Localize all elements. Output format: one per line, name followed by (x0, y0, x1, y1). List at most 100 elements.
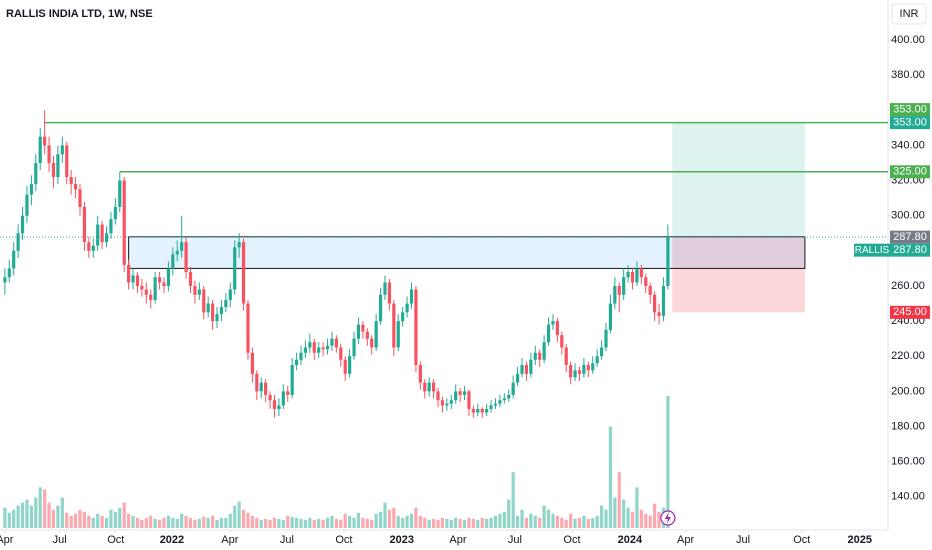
candle-body (7, 268, 11, 278)
price-label: 287.80 (893, 231, 927, 243)
candle-body (272, 400, 277, 409)
volume-bar (118, 507, 122, 528)
candle-body (546, 324, 551, 343)
candle-body (127, 264, 131, 283)
candle-body (325, 345, 330, 350)
currency-box[interactable] (891, 3, 927, 25)
volume-bar (277, 518, 281, 528)
volume-bar (197, 518, 201, 528)
y-tick-label: 400.00 (891, 34, 925, 46)
candle-body (193, 285, 197, 295)
candle-body (109, 219, 113, 234)
stop-area (672, 237, 805, 313)
volume-bar (639, 509, 643, 528)
price-label-bg (890, 103, 930, 117)
price-label-bg (890, 305, 930, 319)
currency[interactable]: INR (900, 8, 919, 20)
price-label: 325.00 (893, 166, 927, 178)
volume-bar (334, 518, 338, 528)
volume-bar (440, 517, 445, 528)
volume-bar (7, 512, 11, 528)
volume-bar (299, 518, 303, 528)
volume-bar (206, 517, 210, 528)
candle-body (140, 285, 144, 290)
candle-body (255, 373, 259, 392)
candle-body (299, 352, 303, 360)
candle-body (657, 312, 661, 316)
volume-bar (462, 519, 467, 528)
price-label-bg (890, 116, 930, 130)
volume-bar (427, 519, 431, 528)
volume-bar (281, 519, 285, 528)
x-tick-label: Apr (0, 534, 14, 546)
candle-body (653, 294, 657, 313)
volume-bar (171, 517, 175, 528)
candle-body (290, 365, 294, 395)
candle-body (524, 365, 529, 374)
volume-bar (202, 516, 206, 528)
volume-bar (622, 499, 626, 528)
candle-body (489, 405, 493, 409)
candle-body (423, 382, 427, 392)
volume-bar (82, 511, 87, 528)
volume-bar (414, 507, 418, 528)
volume-bar (577, 517, 582, 528)
candle-body (356, 324, 361, 339)
candle-body (149, 294, 153, 301)
candle-body (277, 405, 281, 409)
candle-body (38, 136, 42, 164)
candle-body (330, 338, 334, 346)
volume-bar (87, 515, 91, 528)
volume-bar (122, 502, 126, 528)
volume-bar (237, 501, 241, 528)
volume-bar (250, 515, 254, 528)
volume-bar (564, 519, 568, 528)
y-tick-label: 220.00 (891, 350, 925, 362)
volume-bar (586, 518, 590, 528)
y-tick-label: 140.00 (891, 491, 925, 503)
volume-bar (480, 517, 484, 528)
candle-body (73, 184, 78, 190)
volume-bar (498, 513, 502, 528)
candle-body (370, 338, 374, 348)
volume-bar (233, 505, 237, 528)
volume-bar (405, 515, 409, 528)
y-tick-label: 180.00 (891, 420, 925, 432)
chart-title: RALLIS INDIA LTD, 1W, NSE (6, 8, 153, 20)
y-tick-label: 200.00 (891, 385, 925, 397)
candle-body (157, 277, 162, 283)
volume-bar (573, 518, 577, 528)
volume-bar (529, 513, 533, 528)
candle-body (374, 321, 378, 348)
volume-bar (449, 519, 453, 528)
volume-bar (43, 489, 47, 528)
candle-body (405, 303, 409, 313)
volume-bar (268, 519, 272, 528)
volume-bar (436, 519, 440, 528)
candle-body (317, 347, 321, 353)
candle-body (467, 391, 471, 409)
y-tick-label: 300.00 (891, 210, 925, 222)
event-icon-bolt (664, 512, 671, 524)
candle-body (104, 233, 109, 243)
volume-bar (489, 517, 493, 528)
volume-bar (73, 513, 78, 528)
candle-body (113, 206, 117, 220)
candle-body (480, 408, 484, 413)
candle-body (401, 312, 405, 322)
candle-body (228, 289, 232, 301)
candle-body (432, 382, 436, 392)
candle-body (69, 177, 73, 185)
candle-body (25, 194, 29, 216)
volume-bar (47, 502, 51, 528)
x-tick-label: Apr (449, 534, 466, 546)
candle-body (43, 136, 47, 146)
volume-bar (392, 507, 396, 528)
candle-body (551, 321, 555, 325)
candle-body (436, 391, 440, 401)
candle-body (348, 356, 352, 374)
price-label: 353.00 (893, 104, 927, 116)
volume-bar (387, 509, 392, 528)
candle-body (339, 347, 343, 360)
volume-bar (502, 511, 506, 528)
